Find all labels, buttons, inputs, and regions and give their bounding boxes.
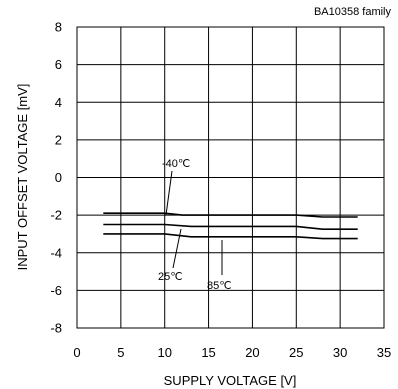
y-axis-label: INPUT OFFSET VOLTAGE [mV] — [15, 84, 30, 271]
x-tick-label-5: 25 — [289, 345, 303, 360]
series-line-1 — [103, 223, 358, 230]
annotations: -40℃ 25℃ 85℃ — [158, 158, 232, 292]
x-tick-label-0: 0 — [73, 345, 80, 360]
annotation-leader-1 — [172, 228, 182, 269]
y-tick-label-2: 4 — [55, 95, 62, 110]
y-tick-label-4: 0 — [55, 170, 62, 185]
annotation-leader-0 — [165, 170, 173, 216]
series-line-0 — [103, 212, 358, 218]
plot-frame — [76, 26, 385, 329]
x-axis-label: SUPPLY VOLTAGE [V] — [164, 373, 297, 388]
x-tick-label-4: 20 — [245, 345, 259, 360]
y-tick-label-3: 2 — [55, 132, 62, 147]
x-tick-label-6: 30 — [333, 345, 347, 360]
annotation-label-1: 25℃ — [158, 271, 183, 283]
x-tick-label-7: 35 — [377, 345, 391, 360]
y-tick-label-5: -2 — [50, 208, 62, 223]
annotation-label-2: 85℃ — [207, 280, 232, 292]
y-tick-label-1: 6 — [55, 57, 62, 72]
y-tick-label-8: -8 — [50, 321, 62, 336]
series-line-2 — [103, 233, 358, 240]
x-tick-label-2: 10 — [157, 345, 171, 360]
y-tick-label-6: -4 — [50, 245, 62, 260]
x-tick-label-3: 15 — [201, 345, 215, 360]
annotation-label-0: -40℃ — [162, 158, 190, 170]
chart-family-label: BA10358 family — [314, 6, 392, 18]
series-lines — [103, 212, 358, 240]
y-tick-label-0: 8 — [55, 20, 62, 35]
x-tick-label-1: 5 — [117, 345, 124, 360]
y-tick-label-7: -6 — [50, 283, 62, 298]
